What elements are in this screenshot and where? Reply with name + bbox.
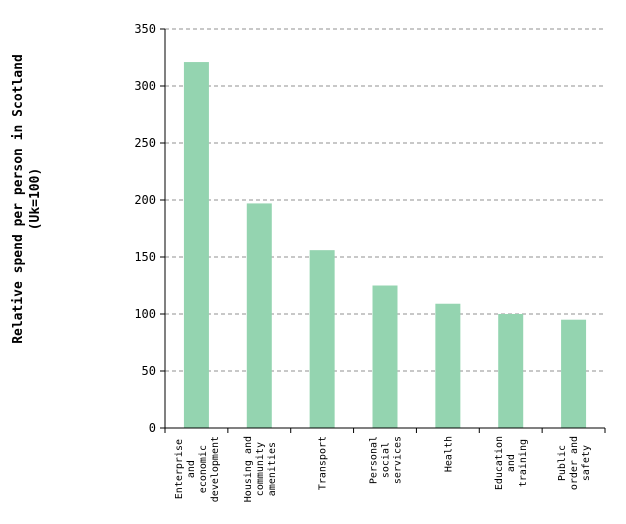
x-tick-label: Education and training bbox=[494, 436, 529, 490]
x-tick-label-line: and bbox=[506, 454, 517, 472]
x-tick-label-line: safety bbox=[581, 445, 592, 481]
y-tick-label: 300 bbox=[134, 79, 156, 93]
y-tick-label: 250 bbox=[134, 136, 156, 150]
y-tick-label: 150 bbox=[134, 250, 156, 264]
x-tick-label-line: Housing and bbox=[243, 436, 254, 502]
x-tick-labels: Enterprise and economic development Housing … bbox=[174, 436, 592, 502]
bar bbox=[183, 62, 209, 429]
y-tick-label: 100 bbox=[134, 307, 156, 321]
x-tick-label-line: amenities bbox=[267, 442, 278, 496]
bar bbox=[372, 285, 398, 428]
bars bbox=[183, 62, 587, 429]
y-tick-label: 50 bbox=[142, 364, 156, 378]
x-tick-label: Transport bbox=[318, 436, 329, 490]
x-tick-label: Enterprise and economic development bbox=[174, 436, 221, 502]
x-tick-label: Health bbox=[443, 436, 454, 472]
gridlines bbox=[165, 28, 605, 372]
x-tick-label-line: community bbox=[255, 442, 266, 496]
x-tick-label-line: social bbox=[381, 442, 392, 478]
bar bbox=[246, 203, 272, 428]
y-axis-label: Relative spend per person in Scotland (U… bbox=[11, 54, 43, 344]
x-tick-label-line: training bbox=[518, 439, 529, 487]
axes bbox=[160, 28, 606, 433]
bar bbox=[435, 303, 461, 428]
bar bbox=[498, 314, 524, 428]
y-tick-label: 350 bbox=[134, 22, 156, 36]
x-tick-label-line: services bbox=[393, 436, 404, 484]
x-tick-label-line: development bbox=[210, 436, 221, 502]
x-tick-label-line: Health bbox=[443, 436, 454, 472]
x-tick-label-line: Education bbox=[494, 436, 505, 490]
y-axis-label-line-2: (Uk=100) bbox=[28, 168, 43, 231]
bar bbox=[309, 250, 335, 428]
x-tick-label-line: Transport bbox=[318, 436, 329, 490]
y-axis-label-line-1: Relative spend per person in Scotland bbox=[11, 54, 26, 344]
x-tick-label-line: Personal bbox=[369, 436, 380, 484]
x-tick-label: Public order and safety bbox=[557, 436, 592, 490]
x-tick-label-line: Public bbox=[557, 445, 568, 481]
y-tick-label: 200 bbox=[134, 193, 156, 207]
x-tick-label: Personal social services bbox=[369, 436, 404, 484]
x-tick-label-line: economic bbox=[198, 445, 209, 493]
x-tick-label-line: order and bbox=[569, 436, 580, 490]
bar bbox=[561, 319, 587, 428]
x-tick-label: Housing and community amenities bbox=[243, 436, 278, 502]
y-tick-label: 0 bbox=[149, 421, 156, 435]
y-tick-labels: 0 50 100 150 200 250 300 350 bbox=[134, 22, 156, 435]
x-tick-label-line: Enterprise bbox=[174, 439, 185, 499]
x-tick-label-line: and bbox=[186, 460, 197, 478]
